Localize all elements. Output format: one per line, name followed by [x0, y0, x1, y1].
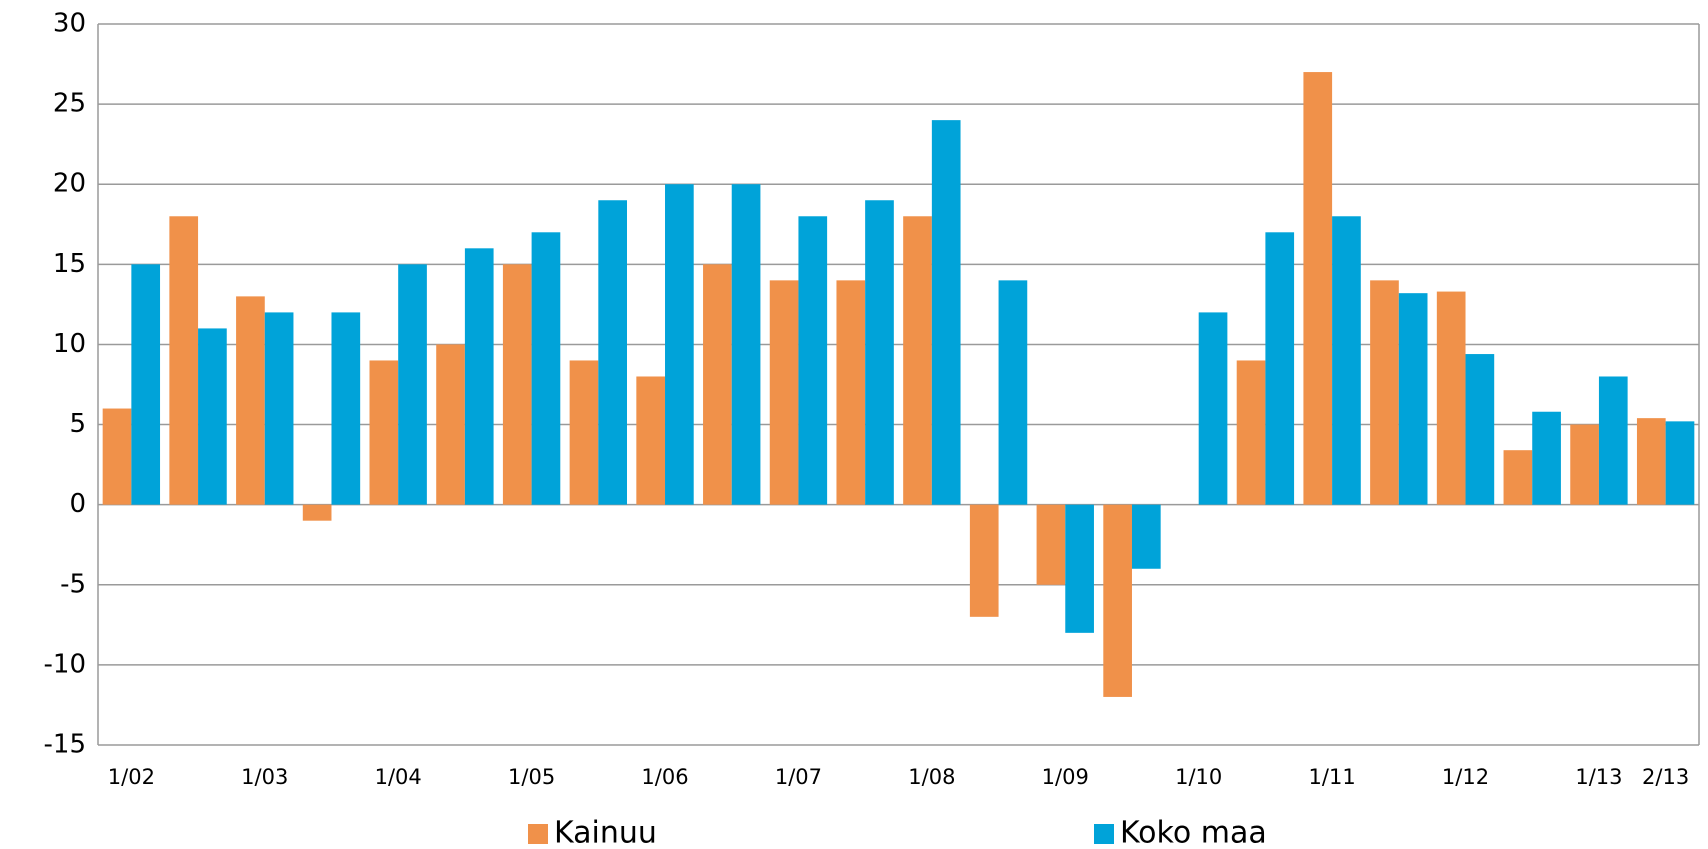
bar: [236, 296, 265, 505]
bar: [769, 280, 799, 505]
legend-label: Koko maa: [1120, 816, 1267, 849]
bar: [1665, 421, 1695, 505]
y-tick-label: 30: [53, 9, 86, 39]
bar: [198, 328, 227, 505]
x-tick-label: 1/10: [1175, 765, 1222, 789]
bar: [1370, 280, 1399, 505]
bar: [1131, 504, 1161, 569]
bar: [998, 280, 1028, 505]
bar: [131, 264, 161, 505]
bar: [1598, 376, 1628, 505]
bar: [1198, 312, 1228, 505]
y-tick-label: -10: [44, 649, 86, 679]
x-tick-label: 1/07: [775, 765, 822, 789]
bar: [1236, 360, 1266, 505]
bar: [1436, 291, 1466, 505]
bar: [531, 232, 561, 505]
x-tick-label: 1/03: [241, 765, 288, 789]
x-tick-label: 1/13: [1575, 765, 1622, 789]
legend-swatch: [1094, 824, 1114, 844]
y-tick-label: 15: [53, 249, 86, 279]
bar: [502, 264, 532, 505]
bar: [331, 312, 361, 505]
bar: [169, 216, 199, 505]
bar: [731, 184, 761, 505]
x-tick-label: 1/08: [908, 765, 955, 789]
bar: [1103, 504, 1132, 697]
y-tick-label: 25: [53, 89, 86, 119]
y-tick-label: 10: [53, 329, 86, 359]
y-tick-label: -15: [44, 730, 86, 760]
bar: [1332, 216, 1361, 505]
bar: [931, 120, 961, 505]
x-tick-label: 1/12: [1442, 765, 1489, 789]
bar: [1570, 424, 1599, 505]
bar: [1465, 354, 1495, 505]
x-tick-label: 2/13: [1642, 765, 1689, 789]
bar: [703, 264, 732, 505]
bar: [436, 344, 465, 505]
bar: [969, 504, 999, 617]
bar: [302, 504, 332, 521]
y-tick-label: 5: [69, 409, 86, 439]
bar: [1503, 450, 1533, 505]
x-tick-label: 1/05: [508, 765, 555, 789]
bar: [903, 216, 932, 505]
bar: [1636, 418, 1666, 505]
legend-label: Kainuu: [554, 816, 657, 849]
y-tick-label: 0: [69, 489, 86, 519]
x-tick-label: 1/06: [641, 765, 688, 789]
bar: [398, 264, 427, 505]
bar: [636, 376, 666, 505]
bar: [865, 200, 894, 505]
x-tick-label: 1/09: [1042, 765, 1089, 789]
bar: [1532, 411, 1561, 505]
bar: [102, 408, 132, 505]
bar: [569, 360, 599, 505]
bar: [1265, 232, 1295, 505]
bar: [369, 360, 399, 505]
bar: [1398, 293, 1428, 505]
bar: [1303, 72, 1333, 505]
bar: [598, 200, 627, 505]
bar: [264, 312, 294, 505]
x-tick-label: 1/04: [375, 765, 422, 789]
bar: [665, 184, 694, 505]
bar: [464, 248, 494, 505]
bar: [1036, 504, 1066, 585]
x-tick-label: 1/11: [1309, 765, 1356, 789]
bar: [798, 216, 828, 505]
bar: [836, 280, 866, 505]
legend-swatch: [528, 824, 548, 844]
bar: [1065, 504, 1094, 633]
y-tick-label: -5: [60, 569, 86, 599]
y-tick-label: 20: [53, 169, 86, 199]
x-tick-label: 1/02: [108, 765, 155, 789]
